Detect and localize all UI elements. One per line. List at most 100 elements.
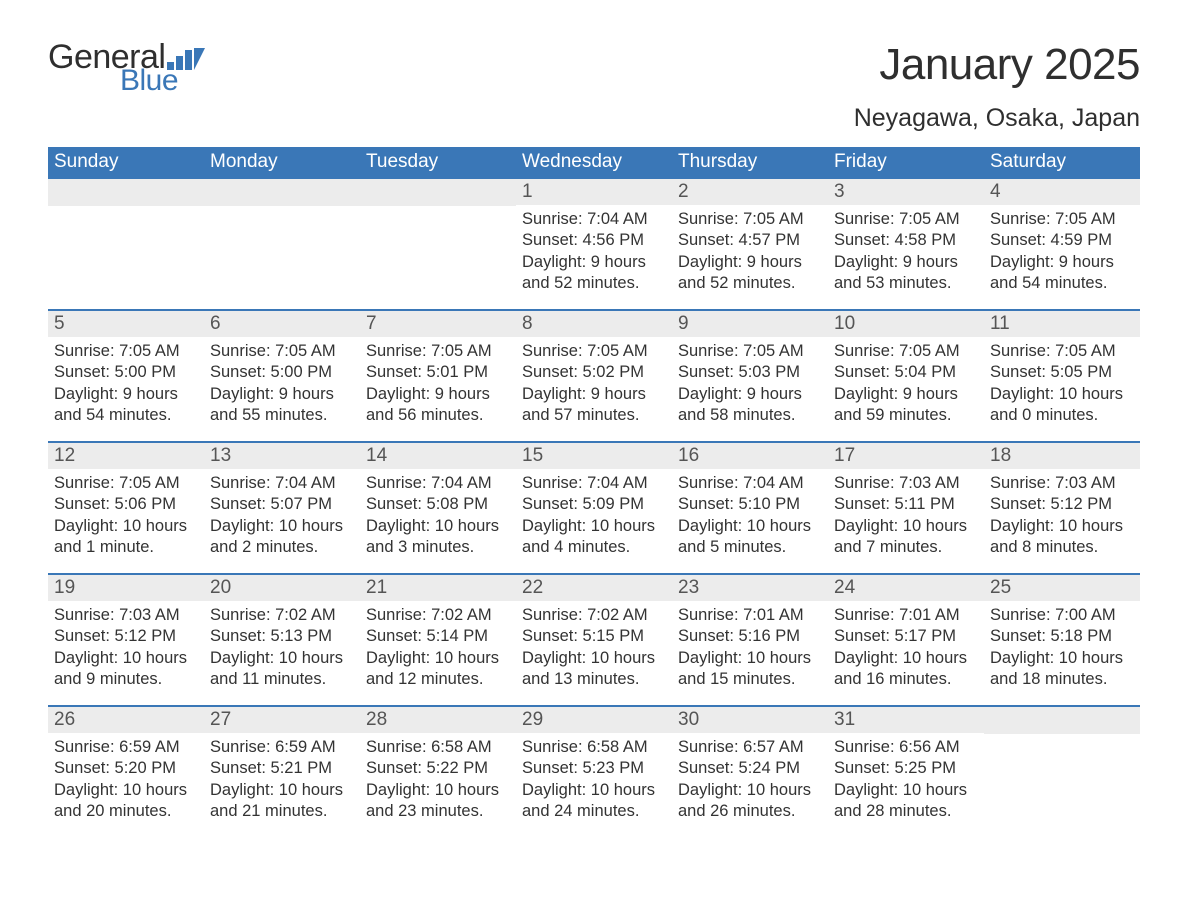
- day-body: Sunrise: 6:58 AMSunset: 5:22 PMDaylight:…: [360, 733, 516, 835]
- day-d1: Daylight: 10 hours: [990, 384, 1134, 405]
- calendar-document: General Blue January 2025 Neyagawa, Osak…: [0, 0, 1188, 877]
- day-sunrise: Sunrise: 7:04 AM: [366, 473, 510, 494]
- day-number: 6: [204, 311, 360, 337]
- logo-icon: [167, 48, 205, 74]
- day-d2: and 5 minutes.: [678, 537, 822, 558]
- day-sunrise: Sunrise: 6:56 AM: [834, 737, 978, 758]
- day-d2: and 0 minutes.: [990, 405, 1134, 426]
- day-sunset: Sunset: 5:06 PM: [54, 494, 198, 515]
- day-sunset: Sunset: 5:07 PM: [210, 494, 354, 515]
- day-d1: Daylight: 9 hours: [54, 384, 198, 405]
- day-cell: 20Sunrise: 7:02 AMSunset: 5:13 PMDayligh…: [204, 575, 360, 705]
- week-row: 26Sunrise: 6:59 AMSunset: 5:20 PMDayligh…: [48, 705, 1140, 837]
- day-cell: 16Sunrise: 7:04 AMSunset: 5:10 PMDayligh…: [672, 443, 828, 573]
- day-sunset: Sunset: 5:05 PM: [990, 362, 1134, 383]
- day-body: Sunrise: 7:05 AMSunset: 5:03 PMDaylight:…: [672, 337, 828, 439]
- day-d1: Daylight: 10 hours: [678, 780, 822, 801]
- week-row: 1Sunrise: 7:04 AMSunset: 4:56 PMDaylight…: [48, 177, 1140, 309]
- day-d1: Daylight: 9 hours: [678, 252, 822, 273]
- day-cell: [48, 179, 204, 309]
- day-sunrise: Sunrise: 7:03 AM: [834, 473, 978, 494]
- day-sunset: Sunset: 5:11 PM: [834, 494, 978, 515]
- logo: General Blue: [48, 40, 205, 96]
- day-body: Sunrise: 6:59 AMSunset: 5:21 PMDaylight:…: [204, 733, 360, 835]
- day-body: Sunrise: 7:04 AMSunset: 5:07 PMDaylight:…: [204, 469, 360, 571]
- day-cell: 23Sunrise: 7:01 AMSunset: 5:16 PMDayligh…: [672, 575, 828, 705]
- day-sunset: Sunset: 4:58 PM: [834, 230, 978, 251]
- day-sunset: Sunset: 5:02 PM: [522, 362, 666, 383]
- day-sunrise: Sunrise: 7:05 AM: [678, 209, 822, 230]
- day-sunset: Sunset: 5:22 PM: [366, 758, 510, 779]
- day-d2: and 57 minutes.: [522, 405, 666, 426]
- day-sunset: Sunset: 5:17 PM: [834, 626, 978, 647]
- week-row: 19Sunrise: 7:03 AMSunset: 5:12 PMDayligh…: [48, 573, 1140, 705]
- day-d1: Daylight: 9 hours: [522, 252, 666, 273]
- day-body: Sunrise: 6:58 AMSunset: 5:23 PMDaylight:…: [516, 733, 672, 835]
- day-cell: 27Sunrise: 6:59 AMSunset: 5:21 PMDayligh…: [204, 707, 360, 837]
- day-sunrise: Sunrise: 7:02 AM: [366, 605, 510, 626]
- empty-day: [984, 707, 1140, 734]
- day-cell: 25Sunrise: 7:00 AMSunset: 5:18 PMDayligh…: [984, 575, 1140, 705]
- day-sunrise: Sunrise: 7:05 AM: [990, 209, 1134, 230]
- day-body: Sunrise: 6:56 AMSunset: 5:25 PMDaylight:…: [828, 733, 984, 835]
- day-sunrise: Sunrise: 7:05 AM: [834, 341, 978, 362]
- week-row: 12Sunrise: 7:05 AMSunset: 5:06 PMDayligh…: [48, 441, 1140, 573]
- day-sunset: Sunset: 5:04 PM: [834, 362, 978, 383]
- day-cell: 14Sunrise: 7:04 AMSunset: 5:08 PMDayligh…: [360, 443, 516, 573]
- day-body: Sunrise: 7:05 AMSunset: 5:04 PMDaylight:…: [828, 337, 984, 439]
- calendar-grid: Sunday Monday Tuesday Wednesday Thursday…: [48, 147, 1140, 837]
- day-number: 2: [672, 179, 828, 205]
- day-cell: 7Sunrise: 7:05 AMSunset: 5:01 PMDaylight…: [360, 311, 516, 441]
- day-d1: Daylight: 10 hours: [210, 780, 354, 801]
- day-sunset: Sunset: 5:00 PM: [54, 362, 198, 383]
- day-d2: and 23 minutes.: [366, 801, 510, 822]
- day-sunrise: Sunrise: 7:05 AM: [678, 341, 822, 362]
- day-number: 4: [984, 179, 1140, 205]
- day-sunset: Sunset: 5:13 PM: [210, 626, 354, 647]
- day-number: 9: [672, 311, 828, 337]
- day-body: Sunrise: 7:02 AMSunset: 5:13 PMDaylight:…: [204, 601, 360, 703]
- day-cell: 13Sunrise: 7:04 AMSunset: 5:07 PMDayligh…: [204, 443, 360, 573]
- day-d2: and 59 minutes.: [834, 405, 978, 426]
- day-d2: and 18 minutes.: [990, 669, 1134, 690]
- day-sunrise: Sunrise: 7:05 AM: [210, 341, 354, 362]
- day-sunrise: Sunrise: 7:01 AM: [834, 605, 978, 626]
- day-header: Monday: [204, 147, 360, 177]
- day-sunset: Sunset: 4:56 PM: [522, 230, 666, 251]
- week-row: 5Sunrise: 7:05 AMSunset: 5:00 PMDaylight…: [48, 309, 1140, 441]
- day-sunset: Sunset: 5:12 PM: [54, 626, 198, 647]
- day-sunrise: Sunrise: 6:57 AM: [678, 737, 822, 758]
- day-cell: 18Sunrise: 7:03 AMSunset: 5:12 PMDayligh…: [984, 443, 1140, 573]
- day-number: 15: [516, 443, 672, 469]
- day-number: 24: [828, 575, 984, 601]
- day-number: 3: [828, 179, 984, 205]
- day-sunset: Sunset: 5:15 PM: [522, 626, 666, 647]
- day-cell: 8Sunrise: 7:05 AMSunset: 5:02 PMDaylight…: [516, 311, 672, 441]
- day-sunrise: Sunrise: 7:03 AM: [54, 605, 198, 626]
- day-d1: Daylight: 10 hours: [834, 780, 978, 801]
- day-d2: and 52 minutes.: [522, 273, 666, 294]
- day-number: 14: [360, 443, 516, 469]
- day-cell: 10Sunrise: 7:05 AMSunset: 5:04 PMDayligh…: [828, 311, 984, 441]
- day-d1: Daylight: 10 hours: [990, 516, 1134, 537]
- day-d1: Daylight: 9 hours: [522, 384, 666, 405]
- day-sunrise: Sunrise: 6:59 AM: [210, 737, 354, 758]
- day-number: 19: [48, 575, 204, 601]
- day-number: 17: [828, 443, 984, 469]
- day-sunrise: Sunrise: 6:58 AM: [366, 737, 510, 758]
- day-sunset: Sunset: 5:08 PM: [366, 494, 510, 515]
- day-body: Sunrise: 7:03 AMSunset: 5:12 PMDaylight:…: [48, 601, 204, 703]
- day-sunrise: Sunrise: 7:04 AM: [210, 473, 354, 494]
- day-cell: 15Sunrise: 7:04 AMSunset: 5:09 PMDayligh…: [516, 443, 672, 573]
- day-sunset: Sunset: 5:23 PM: [522, 758, 666, 779]
- day-number: 31: [828, 707, 984, 733]
- day-d2: and 8 minutes.: [990, 537, 1134, 558]
- day-body: Sunrise: 7:04 AMSunset: 5:08 PMDaylight:…: [360, 469, 516, 571]
- day-body: Sunrise: 7:04 AMSunset: 5:10 PMDaylight:…: [672, 469, 828, 571]
- day-number: 1: [516, 179, 672, 205]
- day-d1: Daylight: 9 hours: [366, 384, 510, 405]
- day-d2: and 56 minutes.: [366, 405, 510, 426]
- day-number: 22: [516, 575, 672, 601]
- day-d2: and 54 minutes.: [54, 405, 198, 426]
- day-d2: and 2 minutes.: [210, 537, 354, 558]
